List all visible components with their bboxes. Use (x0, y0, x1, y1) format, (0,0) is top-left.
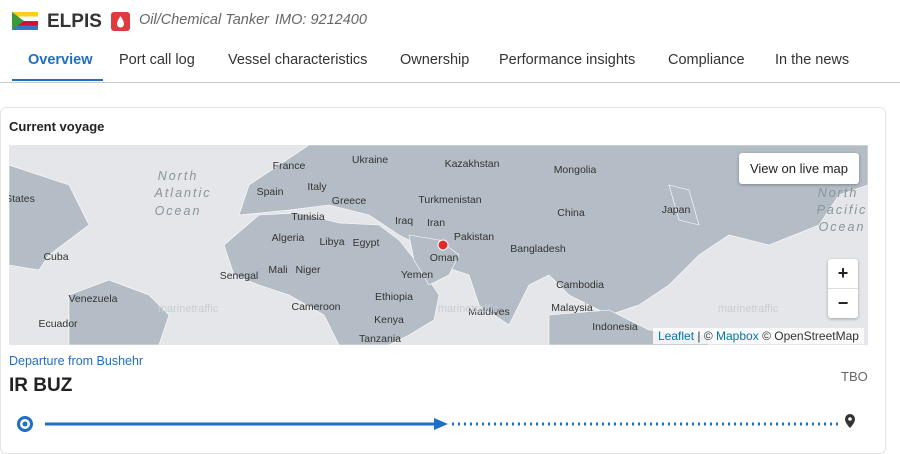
map-label: Bangladesh (510, 243, 566, 255)
map-label: Tanzania (359, 333, 401, 345)
map-label: Algeria (272, 232, 305, 244)
watermark: marinetraffic (718, 303, 779, 315)
map-label: Tunisia (291, 211, 325, 223)
flag (12, 12, 38, 30)
departure: Departure from Bushehr (9, 354, 144, 368)
origin-port: IR BUZ (9, 375, 73, 396)
tab[interactable]: Compliance (668, 52, 745, 68)
tab[interactable]: Performance insights (499, 52, 636, 68)
leaflet-link[interactable]: Leaflet (658, 329, 695, 343)
card-title: Current voyage (9, 119, 105, 134)
tab[interactable]: Vessel characteristics (228, 52, 368, 68)
imo: IMO: 9212400 (275, 12, 367, 28)
divider (0, 82, 900, 83)
map-label: Libya (319, 236, 344, 248)
map-label: Malaysia (551, 302, 593, 314)
map-label: Iran (427, 217, 445, 229)
zoom-out[interactable]: − (837, 293, 849, 313)
map-label: North (158, 169, 199, 183)
map-label: Pacific (817, 203, 868, 217)
map-label: Turkmenistan (418, 194, 481, 206)
tab[interactable]: In the news (775, 52, 850, 68)
map[interactable]: States North Atlantic Ocean France Ukraine Kaz… (9, 145, 868, 345)
map-label: Iraq (395, 215, 413, 227)
map-label: Cambodia (556, 279, 604, 291)
map-label: Mali (268, 264, 287, 276)
map-label: Ecuador (38, 318, 78, 330)
watermark: marinetraffic (158, 303, 219, 315)
active-tab-indicator (12, 79, 103, 81)
map-label: China (557, 207, 585, 219)
map-label: Pakistan (454, 231, 494, 243)
map-label: Yemen (401, 269, 433, 281)
map-label: Cameroon (291, 301, 340, 313)
attribution-separator: | © (697, 329, 713, 343)
map-label: Ocean (155, 204, 202, 218)
map-label: Atlantic (154, 186, 212, 200)
tab[interactable]: Overview (28, 52, 93, 68)
vessel-name: ELPIS (47, 11, 102, 32)
live-map-button[interactable]: View on live map (739, 153, 859, 184)
voyage-progress (17, 414, 855, 432)
map-label: Ukraine (352, 154, 388, 166)
map-label: Indonesia (592, 321, 638, 333)
vessel-type: Oil/Chemical Tanker (139, 12, 270, 28)
map-label: Italy (307, 181, 327, 193)
map-label: Kenya (374, 314, 404, 326)
map-label: States (9, 193, 35, 205)
attribution: Leaflet | © Mapbox © OpenStreetMap (653, 328, 864, 344)
map-label: Venezuela (68, 293, 117, 305)
tab[interactable]: Ownership (400, 52, 470, 68)
map-label: Ethiopia (375, 291, 413, 303)
map-label: Cuba (43, 251, 68, 263)
map-label: Maldives (468, 306, 509, 318)
zoom-in[interactable]: + (828, 259, 858, 289)
destination-port: TBO (841, 369, 868, 384)
watermark: marinetraffic (438, 303, 499, 315)
map-label: Mongolia (554, 164, 597, 176)
osm-link[interactable]: © OpenStreetMap (762, 329, 859, 343)
map-label: Niger (295, 264, 321, 276)
map-label: Kazakhstan (445, 158, 500, 170)
map-label: Japan (662, 204, 691, 216)
map-label: North (818, 186, 859, 200)
map-label: Spain (257, 186, 284, 198)
map-label: Egypt (353, 237, 380, 249)
map-label: Oman (430, 252, 459, 264)
vessel-position (437, 239, 449, 251)
map-label: France (273, 160, 306, 172)
mapbox-link[interactable]: Mapbox (716, 329, 759, 343)
tab[interactable]: Port call log (119, 52, 195, 68)
map-label: Greece (332, 195, 367, 207)
tanker-icon (111, 12, 130, 31)
map-label: Ocean (819, 220, 866, 234)
map-label: Senegal (220, 270, 259, 282)
